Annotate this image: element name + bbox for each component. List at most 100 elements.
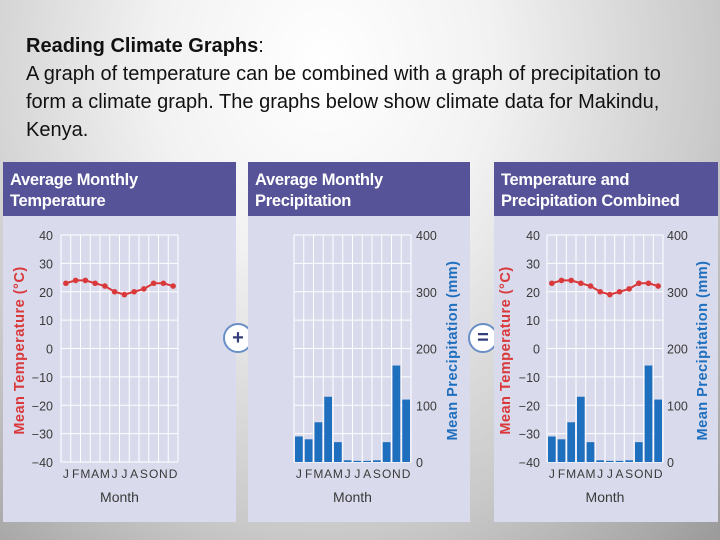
precip-y-axis-label: Mean Precipitation (mm) bbox=[445, 261, 461, 441]
precip-y2-tick-label: 0 bbox=[416, 456, 423, 470]
combined-precipitation-bar bbox=[625, 460, 633, 462]
temp-temperature-point bbox=[160, 280, 167, 287]
combined-y2-tick-label: 100 bbox=[667, 399, 688, 413]
temperature-panel: Average Monthly Temperature 40 30 20 10 0 −10… bbox=[3, 162, 236, 522]
temp-y-tick-label: −30 bbox=[32, 428, 53, 442]
temp-temperature-point bbox=[111, 288, 118, 295]
combined-temperature-point bbox=[597, 288, 603, 295]
precip-precipitation-bar bbox=[314, 422, 323, 462]
precip-month-label: F bbox=[305, 467, 312, 481]
temp-y-tick-label: 10 bbox=[39, 314, 53, 328]
precipitation-title-line2: Precipitation bbox=[255, 192, 352, 210]
combined-y2-tick-label: 200 bbox=[667, 343, 688, 357]
precipitation-title-line1: Average Monthly bbox=[255, 171, 383, 189]
combined-month-label: O bbox=[634, 467, 643, 481]
intro-body: A graph of temperature can be combined w… bbox=[26, 63, 661, 141]
temperature-panel-header: Average Monthly Temperature bbox=[3, 162, 236, 216]
precip-precipitation-bar bbox=[373, 460, 381, 462]
temp-temperature-point bbox=[72, 277, 79, 284]
combined-y-tick-label: 40 bbox=[526, 229, 540, 243]
combined-precipitation-bar bbox=[644, 365, 653, 462]
combined-month-label: N bbox=[644, 467, 653, 481]
combined-month-label: S bbox=[625, 467, 633, 481]
intro-text: Reading Climate Graphs: A graph of tempe… bbox=[26, 32, 696, 144]
combined-y-tick-label: −20 bbox=[519, 399, 540, 413]
precip-y2-tick-label: 400 bbox=[416, 229, 437, 243]
combined-precipitation-bar bbox=[654, 399, 662, 462]
combined-y-tick-label: −30 bbox=[519, 428, 540, 442]
temperature-title-line2: Temperature bbox=[10, 192, 106, 210]
temp-temperature-point bbox=[63, 280, 69, 287]
precip-month-label: O bbox=[382, 467, 391, 481]
temp-month-label: J bbox=[63, 467, 69, 481]
combined-month-label: A bbox=[577, 467, 585, 481]
intro-colon: : bbox=[258, 35, 264, 57]
temp-y-tick-label: −20 bbox=[32, 399, 53, 413]
precip-precipitation-bar bbox=[382, 442, 391, 462]
combined-y-tick-label: 30 bbox=[526, 257, 540, 271]
temp-month-label: D bbox=[169, 467, 178, 481]
combined-temperature-point bbox=[607, 291, 613, 298]
precipitation-panel-header: Average Monthly Precipitation bbox=[248, 162, 470, 216]
combined-y-tick-label: 20 bbox=[526, 286, 540, 300]
combined-temperature-point bbox=[655, 283, 661, 289]
precip-precipitation-bar bbox=[324, 396, 332, 462]
combined-panel: Temperature and Precipitation Combined 4… bbox=[494, 162, 718, 522]
precip-month-label: D bbox=[402, 467, 411, 481]
temp-temperature-point bbox=[102, 283, 108, 289]
intro-heading: Reading Climate Graphs bbox=[26, 35, 259, 57]
precip-month-label: M bbox=[313, 467, 323, 481]
temp-y-tick-label: −10 bbox=[32, 371, 53, 385]
temp-month-label: J bbox=[121, 467, 127, 481]
temp-month-label: S bbox=[140, 467, 148, 481]
combined-temperature-point bbox=[549, 280, 555, 287]
combined-y2-tick-label: 300 bbox=[667, 286, 688, 300]
temp-temperature-point bbox=[121, 291, 128, 298]
temp-month-label: A bbox=[130, 467, 138, 481]
combined-precipitation-bar bbox=[596, 460, 604, 462]
combined-precipitation-bar bbox=[548, 436, 556, 462]
combined-y-tick-label: −10 bbox=[519, 371, 540, 385]
temp-temperature-point bbox=[150, 280, 157, 287]
temp-y-tick-label: 20 bbox=[39, 286, 53, 300]
precip-month-label: S bbox=[373, 467, 381, 481]
temp-temperature-point bbox=[82, 277, 89, 284]
combined-precipitation-bar bbox=[577, 396, 585, 462]
combined-month-label: M bbox=[586, 467, 596, 481]
precipitation-panel-title: Average Monthly Precipitation bbox=[255, 170, 383, 212]
combined-temperature-point bbox=[626, 286, 632, 292]
temp-month-label: O bbox=[149, 467, 158, 481]
temp-month-label: M bbox=[80, 467, 90, 481]
combined-precipitation-bar bbox=[615, 460, 624, 462]
temp-temperature-point bbox=[170, 283, 176, 289]
temp-y-tick-label: 30 bbox=[39, 257, 53, 271]
combined-month-label: J bbox=[549, 467, 555, 481]
combined-temperature-point bbox=[645, 280, 652, 287]
combined-month-label: D bbox=[654, 467, 663, 481]
combined-y-tick-label: 0 bbox=[533, 343, 540, 357]
temp-x-axis-label: Month bbox=[100, 489, 139, 505]
combined-y-axis-label-left: Mean Temperature (°C) bbox=[498, 266, 514, 434]
precip-y2-tick-label: 100 bbox=[416, 399, 437, 413]
combined-y2-tick-label: 0 bbox=[667, 456, 674, 470]
temp-y-tick-label: 40 bbox=[39, 229, 53, 243]
temp-y-tick-label: −40 bbox=[32, 456, 53, 470]
combined-x-axis-label: Month bbox=[586, 489, 625, 505]
combined-temperature-point bbox=[578, 280, 584, 287]
precip-month-label: N bbox=[392, 467, 401, 481]
temp-month-label: N bbox=[159, 467, 168, 481]
combined-title-line1: Temperature and bbox=[501, 171, 630, 189]
precip-y2-tick-label: 200 bbox=[416, 343, 437, 357]
temperature-chart: 40 30 20 10 0 −10 −20 −30 −40 Mean Temperature (°… bbox=[12, 229, 179, 505]
temp-temperature-point bbox=[131, 288, 137, 295]
precip-x-axis-label: Month bbox=[333, 489, 372, 505]
combined-temperature-point bbox=[636, 280, 642, 287]
precip-precipitation-bar bbox=[334, 442, 342, 462]
combined-panel-title: Temperature and Precipitation Combined bbox=[501, 170, 680, 212]
combined-month-label: A bbox=[615, 467, 623, 481]
combined-month-label: J bbox=[597, 467, 603, 481]
combined-y2-tick-label: 400 bbox=[667, 229, 688, 243]
combined-precipitation-bar bbox=[567, 422, 575, 462]
